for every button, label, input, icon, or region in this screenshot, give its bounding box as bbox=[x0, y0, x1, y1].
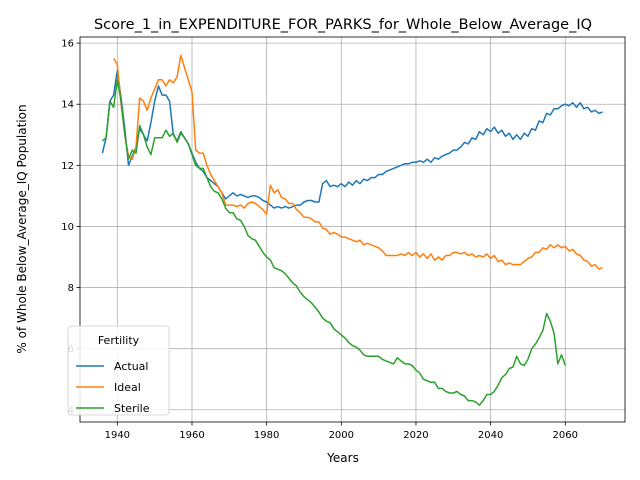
plot-frame bbox=[79, 36, 626, 423]
legend-title: Fertility bbox=[98, 334, 140, 347]
series-lines bbox=[101, 54, 603, 406]
series-line-ideal bbox=[112, 54, 603, 270]
gridlines bbox=[80, 37, 625, 422]
y-tick-label: 10 bbox=[61, 222, 74, 233]
x-tick-label: 1940 bbox=[105, 430, 130, 441]
legend-label-sterile: Sterile bbox=[114, 402, 150, 415]
axes: 194019601980200020202040206046810121416 bbox=[61, 36, 626, 441]
series-line-actual bbox=[101, 69, 603, 209]
series-line-sterile bbox=[101, 79, 567, 406]
legend: Fertility Actual Ideal Sterile bbox=[67, 325, 170, 416]
x-tick-label: 1960 bbox=[179, 430, 204, 441]
y-tick-label: 12 bbox=[61, 161, 74, 172]
y-tick-label: 8 bbox=[68, 283, 74, 294]
legend-label-actual: Actual bbox=[114, 360, 148, 373]
y-axis-label: % of Whole Below_Average_IQ Population bbox=[15, 104, 29, 353]
x-tick-label: 2060 bbox=[553, 430, 578, 441]
x-tick-label: 1980 bbox=[254, 430, 279, 441]
y-tick-label: 14 bbox=[61, 100, 74, 111]
x-axis-label: Years bbox=[326, 451, 359, 465]
legend-label-ideal: Ideal bbox=[114, 381, 141, 394]
y-tick-label: 16 bbox=[61, 39, 74, 50]
chart-title: Score_1_in_EXPENDITURE_FOR_PARKS_for_Who… bbox=[94, 17, 592, 33]
legend-box bbox=[67, 325, 170, 416]
x-tick-label: 2000 bbox=[329, 430, 354, 441]
x-tick-label: 2020 bbox=[403, 430, 428, 441]
x-tick-label: 2040 bbox=[478, 430, 503, 441]
